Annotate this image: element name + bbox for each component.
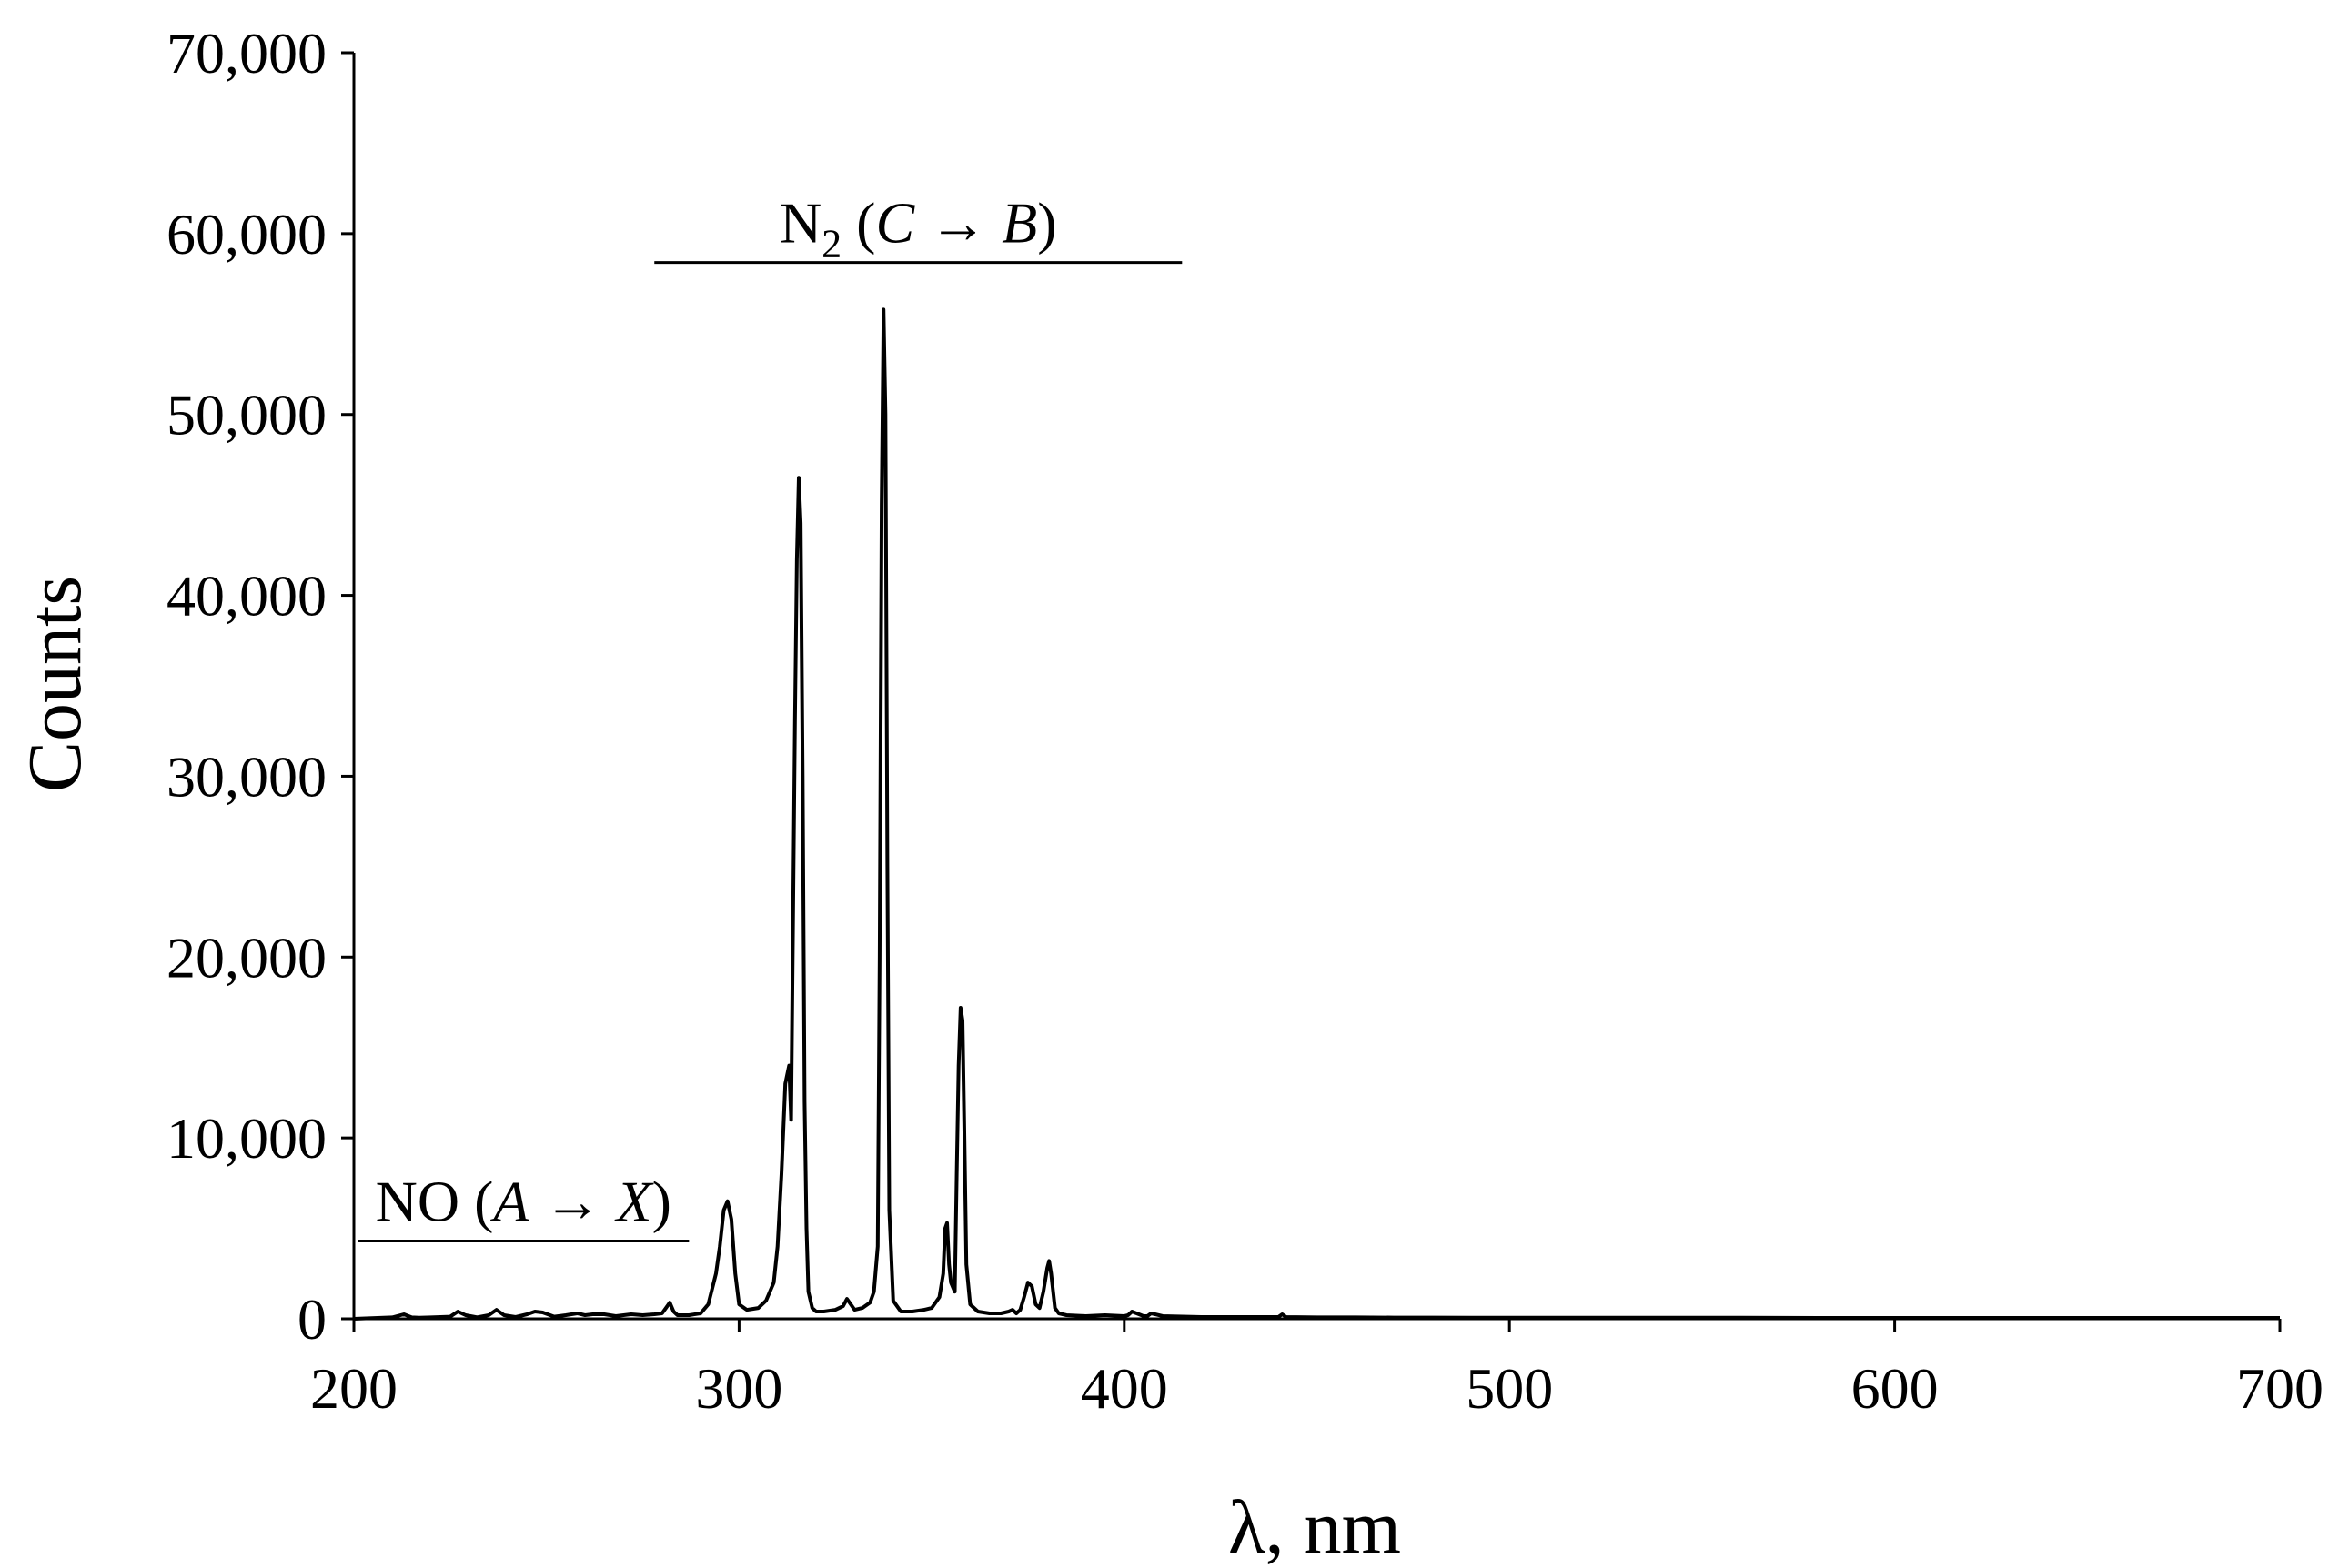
x-tick-label: 400 [1081, 1356, 1168, 1421]
annotation-no-label: NO (A → X) [376, 1169, 671, 1233]
y-tick-label: 70,000 [166, 21, 327, 85]
y-tick-label: 20,000 [166, 925, 327, 990]
y-tick-label: 60,000 [166, 202, 327, 266]
x-tick-label: 600 [1851, 1356, 1939, 1421]
annotation-n2-text-part: C [875, 191, 915, 256]
x-tick-label: 700 [2236, 1356, 2324, 1421]
x-tick-label: 500 [1466, 1356, 1553, 1421]
x-tick-label: 300 [695, 1356, 782, 1421]
y-tick-label: 10,000 [166, 1106, 327, 1171]
x-axis-ticks: 200 300 400 500 600 700 [310, 1319, 2324, 1421]
annotation-n2-text-part: → [914, 191, 1002, 256]
annotation-no-text-part: A [489, 1169, 529, 1233]
x-tick-label: 200 [310, 1356, 398, 1421]
spectrum-line [353, 307, 2280, 1321]
annotation-n2-label: N2 (C → B) [780, 191, 1057, 266]
annotation-no-text-part: X [614, 1169, 655, 1233]
annotation-n2-subscript: 2 [822, 222, 842, 266]
annotation-n2-base: N [780, 191, 822, 256]
annotation-n2-text-part: ( [842, 191, 875, 256]
y-tick-label: 0 [297, 1287, 327, 1352]
annotation-no-text-part: → [529, 1169, 617, 1233]
annotation-n2-text-part: B [1002, 191, 1037, 256]
y-tick-label: 30,000 [166, 744, 327, 809]
annotation-no-text-part: NO ( [376, 1169, 494, 1233]
y-tick-label: 40,000 [166, 564, 327, 628]
x-axis-title: λ, nm [1228, 1485, 1401, 1568]
y-axis-ticks: 0 10,000 20,000 30,000 40,000 50,000 60,000 70,… [166, 21, 354, 1352]
annotations: NO (A → X)N2 (C → B) [358, 191, 1183, 1242]
y-axis-title: Counts [13, 576, 97, 792]
y-tick-label: 50,000 [166, 383, 327, 447]
annotation-no-text-part: ) [652, 1169, 671, 1233]
annotation-n2-text-part: ) [1037, 191, 1056, 256]
